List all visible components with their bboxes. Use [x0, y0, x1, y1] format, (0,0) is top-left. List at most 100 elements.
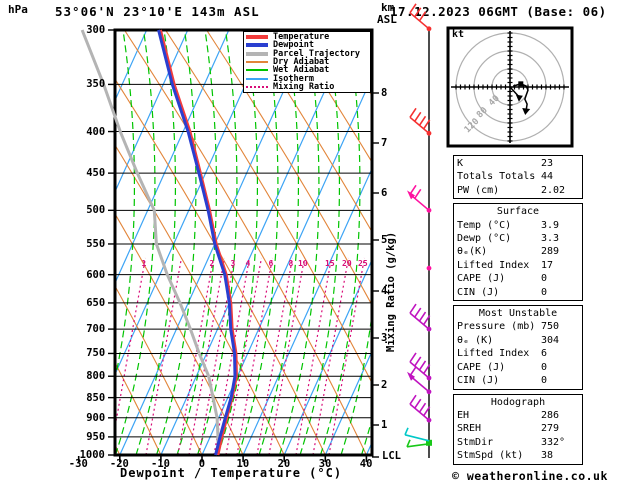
table-row: Pressure (mb) 750 — [457, 320, 579, 333]
mixing-ratio-value-label: 25 — [358, 259, 368, 268]
legend-label: Temperature — [273, 32, 330, 43]
km-tick-label: 5 — [381, 234, 388, 246]
hodograph — [446, 26, 574, 148]
table-row: Totals Totals 44 — [457, 170, 579, 183]
indices-box: K 23 Totals Totals 44 PW (cm) 2.02 — [453, 155, 583, 200]
row-label: PW (cm) — [457, 184, 500, 196]
km-tick-label: 3 — [381, 332, 388, 344]
mixing-ratio-line-swatch — [246, 85, 268, 88]
temperature-tick-label: 0 — [198, 458, 206, 470]
legend-label: Dry Adiabat — [273, 56, 330, 67]
row-value: 17 — [541, 259, 554, 271]
mixing-ratio-value-label: 10 — [298, 259, 308, 268]
row-value: 304 — [541, 334, 560, 346]
legend-item: Temperature — [246, 33, 368, 41]
lcl-label: LCL — [382, 450, 401, 462]
row-label: CIN (J) — [457, 375, 500, 387]
temperature-tick-label: -10 — [151, 458, 170, 470]
table-row: θₑ(K) 289 — [457, 245, 579, 258]
row-label: StmSpd (kt) — [457, 450, 524, 462]
km-tick-label: 1 — [381, 419, 388, 431]
mixing-ratio-value-label: 4 — [245, 259, 251, 268]
legend-label: Parcel Trajectory — [273, 48, 360, 59]
legend-item: Dewpoint — [246, 41, 368, 50]
legend-item: Parcel Trajectory — [246, 48, 368, 59]
table-row: CIN (J) 0 — [457, 286, 579, 299]
mixing-ratio-value-label: 8 — [288, 259, 294, 268]
mixing-ratio-value-label: 15 — [325, 259, 335, 268]
pressure-tick-label: 1000 — [79, 449, 105, 461]
row-value: 286 — [541, 409, 560, 421]
table-row: SREH 279 — [457, 422, 579, 435]
surface-box: Surface Temp (°C) 3.9 Dewp (°C) 3.3 θₑ(K) 2… — [453, 203, 583, 302]
table-row: StmSpd (kt) 38 — [457, 449, 579, 462]
row-label: EH — [457, 409, 470, 421]
row-label: StmDir — [457, 436, 494, 448]
most-unstable-box: Most Unstable Pressure (mb) 750 θₑ (K) 304… — [453, 305, 583, 390]
parcel-line-swatch — [246, 51, 268, 56]
row-value: 0 — [541, 286, 548, 298]
pressure-tick-label: 750 — [86, 347, 106, 360]
row-value: 23 — [541, 158, 554, 169]
row-value: 6 — [541, 348, 548, 360]
row-label: CAPE (J) — [457, 273, 506, 285]
mixing-ratio-value-label: 3 — [230, 259, 236, 268]
legend-label: Isotherm — [273, 73, 314, 84]
row-value: 44 — [541, 171, 554, 183]
legend: Temperature Dewpoint Parcel Trajectory D… — [243, 31, 371, 93]
pressure-tick-label: 900 — [86, 411, 106, 424]
mixing-ratio-value-label: 20 — [342, 259, 352, 268]
row-value: 0 — [541, 361, 548, 373]
legend-item: Dry Adiabat — [246, 58, 368, 66]
row-value: 2.02 — [541, 184, 566, 196]
pressure-tick-label: 400 — [86, 125, 106, 138]
row-value: 750 — [541, 321, 560, 333]
row-label: Temp (°C) — [457, 219, 512, 231]
row-label: CAPE (J) — [457, 361, 506, 373]
table-row: CAPE (J) 0 — [457, 272, 579, 285]
km-tick-label: 6 — [381, 187, 388, 199]
wet-adiabat-line-swatch — [246, 69, 268, 72]
temperature-tick-label: 40 — [359, 458, 373, 470]
pressure-tick-label: 600 — [86, 268, 106, 281]
row-value: 289 — [541, 246, 560, 258]
legend-item: Mixing Ratio — [246, 83, 368, 91]
hodograph-stats-box: Hodograph EH 286 SREH 279 StmDir 332° StmSp… — [453, 393, 583, 465]
temperature-tick-label: 20 — [277, 458, 291, 470]
mixing-ratio-value-label: 2 — [209, 259, 215, 268]
temperature-tick-label: -20 — [109, 458, 129, 470]
row-value: 0 — [541, 375, 548, 387]
pressure-tick-label: 650 — [86, 296, 106, 309]
table-section-title: Most Unstable — [478, 308, 558, 320]
pressure-tick-label: 550 — [86, 237, 106, 250]
row-value: 332° — [541, 436, 566, 448]
table-row: CAPE (J) 0 — [457, 361, 579, 374]
table-row: Lifted Index 6 — [457, 347, 579, 360]
km-tick-label: 4 — [381, 285, 388, 297]
table-row: Temp (°C) 3.9 — [457, 219, 579, 232]
row-label: Lifted Index — [457, 259, 530, 271]
mixing-ratio-value-label: 6 — [268, 259, 274, 268]
station-title: 53°06'N 23°10'E 143m ASL — [55, 4, 260, 19]
legend-label: Mixing Ratio — [273, 81, 335, 92]
km-tick-label: 2 — [381, 379, 388, 391]
table-section-title: Surface — [496, 206, 540, 218]
row-label: Totals Totals — [457, 171, 536, 183]
legend-item: Wet Adiabat — [246, 65, 368, 76]
datetime-header: 17.12.2023 06GMT (Base: 06) — [390, 4, 607, 19]
legend-label: Wet Adiabat — [273, 65, 330, 76]
row-value: 38 — [541, 450, 554, 462]
temperature-tick-label: 30 — [318, 458, 332, 470]
row-value: 0 — [541, 273, 548, 285]
temperature-tick-label: -30 — [68, 458, 88, 470]
row-label: θₑ(K) — [457, 246, 488, 258]
table-row: PW (cm) 2.02 — [457, 184, 579, 197]
hodograph-unit-label: kt — [452, 29, 465, 40]
table-section-title: Hodograph — [490, 396, 546, 408]
pressure-tick-label: 700 — [86, 323, 106, 336]
pressure-tick-label: 300 — [86, 24, 106, 36]
row-label: CIN (J) — [457, 286, 500, 298]
table-row: Dewp (°C) 3.3 — [457, 232, 579, 245]
isotherm-line-swatch — [246, 77, 268, 80]
indices-tables: K 23 Totals Totals 44 PW (cm) 2.02 Surface … — [453, 155, 583, 469]
